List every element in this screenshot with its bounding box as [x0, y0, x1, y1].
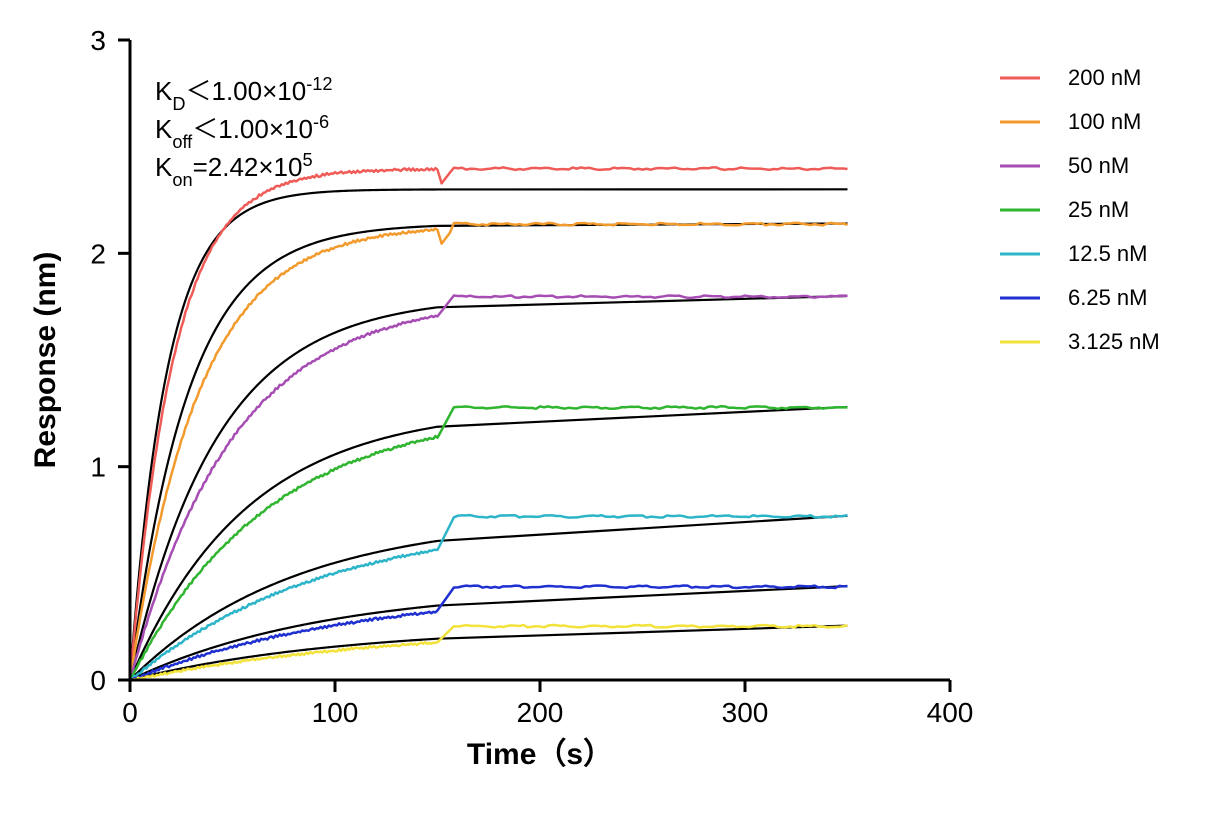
legend-label: 3.125 nM	[1068, 329, 1160, 354]
y-tick-label: 0	[90, 665, 106, 696]
y-tick-label: 2	[90, 238, 106, 269]
binding-kinetics-chart: 01002003004000123Time（s）Response (nm)KD＜…	[0, 0, 1213, 825]
legend-label: 50 nM	[1068, 153, 1129, 178]
y-tick-label: 1	[90, 452, 106, 483]
legend-label: 6.25 nM	[1068, 285, 1148, 310]
x-tick-label: 400	[927, 697, 974, 728]
legend-label: 200 nM	[1068, 65, 1141, 90]
x-tick-label: 200	[517, 697, 564, 728]
legend-label: 12.5 nM	[1068, 241, 1148, 266]
y-axis-label: Response (nm)	[29, 252, 62, 469]
x-tick-label: 0	[122, 697, 138, 728]
y-tick-label: 3	[90, 25, 106, 56]
x-tick-label: 300	[722, 697, 769, 728]
x-axis-label: Time（s）	[467, 737, 613, 771]
legend-label: 25 nM	[1068, 197, 1129, 222]
legend-label: 100 nM	[1068, 109, 1141, 134]
x-tick-label: 100	[312, 697, 359, 728]
